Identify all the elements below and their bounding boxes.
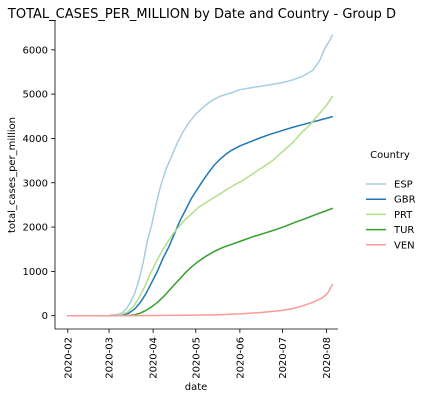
x-tick-label: 2020-02 (63, 337, 74, 379)
y-tick-label: 5000 (23, 90, 48, 101)
series-line-gbr (67, 115, 334, 317)
plot-area (67, 34, 334, 317)
series-line-esp (67, 34, 334, 317)
x-tick-label: 2020-06 (235, 337, 246, 379)
y-tick-label: 4000 (23, 134, 48, 145)
y-tick-label: 0 (42, 311, 48, 322)
x-tick-label: 2020-04 (149, 337, 160, 379)
y-tick-label: 2000 (23, 223, 48, 234)
series-line-prt (67, 95, 334, 317)
x-tick-label: 2020-07 (278, 337, 289, 379)
legend-title: Country (370, 150, 410, 161)
y-tick-label: 1000 (23, 267, 48, 278)
legend-label-tur: TUR (393, 225, 414, 236)
legend-label-esp: ESP (394, 180, 413, 191)
legend-label-ven: VEN (394, 240, 415, 251)
x-tick-label: 2020-05 (191, 337, 202, 379)
y-tick-label: 3000 (23, 178, 48, 189)
x-axis-label: date (185, 382, 208, 393)
legend-label-gbr: GBR (394, 195, 416, 206)
y-axis-ticks: 0 1000 2000 3000 4000 5000 6000 (23, 45, 55, 322)
x-tick-label: 2020-03 (105, 337, 116, 379)
legend-label-prt: PRT (394, 210, 413, 221)
series-line-tur (67, 207, 334, 317)
y-tick-label: 6000 (23, 45, 48, 56)
y-axis-label: total_cases_per_million (7, 117, 18, 233)
series-line-ven (67, 283, 334, 317)
chart-title: TOTAL_CASES_PER_MILLION by Date and Coun… (7, 7, 396, 22)
x-tick-label: 2020-08 (322, 337, 333, 379)
x-axis-ticks: 2020-02 2020-03 2020-04 2020-05 2020-06 2020-… (63, 329, 333, 379)
legend: Country ESP GBR PRT TUR VEN (366, 150, 416, 251)
